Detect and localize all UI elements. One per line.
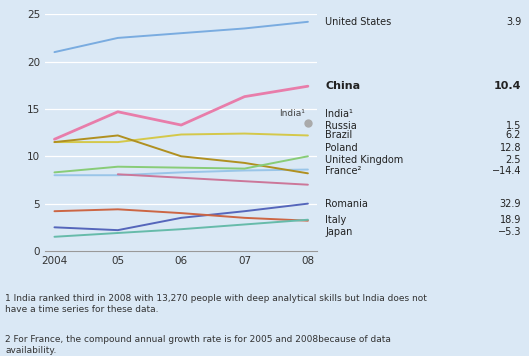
- Text: 12.8: 12.8: [499, 143, 521, 153]
- Text: 1.5: 1.5: [506, 121, 521, 131]
- Text: 18.9: 18.9: [500, 215, 521, 225]
- Text: India¹: India¹: [279, 109, 308, 123]
- Text: Japan: Japan: [325, 227, 353, 237]
- Text: India¹: India¹: [325, 109, 353, 119]
- Text: 2.5: 2.5: [506, 155, 521, 165]
- Text: Russia: Russia: [325, 121, 357, 131]
- Text: Poland: Poland: [325, 143, 358, 153]
- Text: 3.9: 3.9: [506, 17, 521, 27]
- Text: 32.9: 32.9: [499, 199, 521, 209]
- Text: Romania: Romania: [325, 199, 368, 209]
- Text: 1 India ranked third in 2008 with 13,270 people with deep analytical skills but : 1 India ranked third in 2008 with 13,270…: [5, 294, 427, 314]
- Text: Brazil: Brazil: [325, 130, 353, 141]
- Text: China: China: [325, 81, 360, 91]
- Text: United Kingdom: United Kingdom: [325, 155, 404, 165]
- Text: −5.3: −5.3: [498, 227, 521, 237]
- Text: United States: United States: [325, 17, 391, 27]
- Text: −14.4: −14.4: [491, 167, 521, 177]
- Text: 6.2: 6.2: [506, 130, 521, 141]
- Text: France²: France²: [325, 167, 362, 177]
- Text: 2 For France, the compound annual growth rate is for 2005 and 2008because of dat: 2 For France, the compound annual growth…: [5, 335, 391, 355]
- Text: Italy: Italy: [325, 215, 346, 225]
- Text: 10.4: 10.4: [494, 81, 521, 91]
